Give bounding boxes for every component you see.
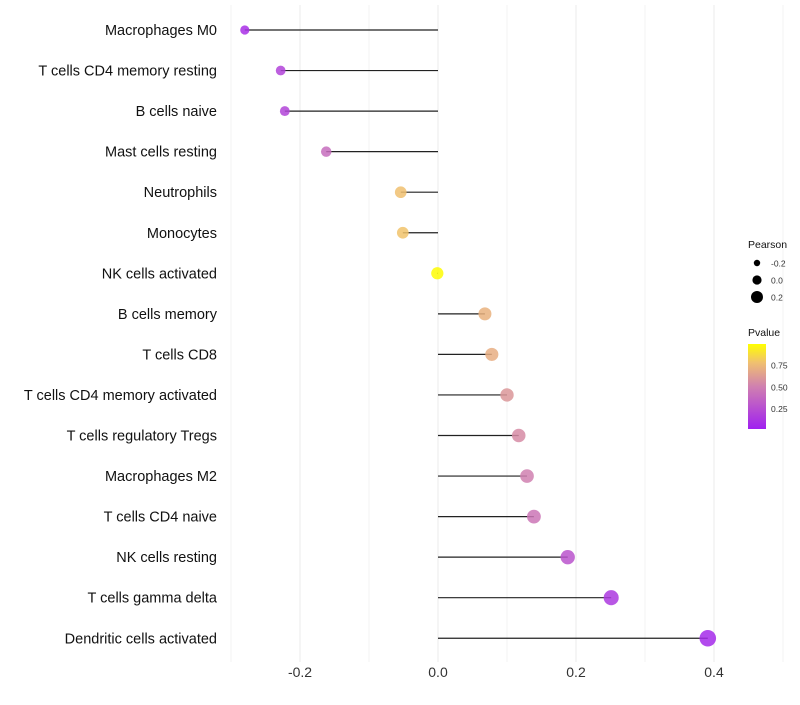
x-tick-label: 0.2 xyxy=(566,664,586,680)
lollipop-point xyxy=(603,590,619,606)
lollipop-point xyxy=(527,509,541,524)
x-tick-label: 0.4 xyxy=(704,664,724,680)
lollipop-point xyxy=(431,267,444,280)
legend-size-label: -0.2 xyxy=(771,259,786,269)
lollipop-point xyxy=(699,629,717,647)
y-tick-label: NK cells activated xyxy=(102,266,217,282)
y-tick-label: T cells gamma delta xyxy=(88,591,218,607)
lollipop-point xyxy=(240,25,250,35)
lollipop-point xyxy=(511,428,526,443)
lollipop-point xyxy=(275,65,286,76)
y-tick-label: Neutrophils xyxy=(144,185,217,201)
y-tick-label: T cells regulatory Tregs xyxy=(67,429,217,445)
y-tick-label: Macrophages M2 xyxy=(105,469,217,485)
legend-color-title: Pvalue xyxy=(748,327,780,339)
legend-color-label: 0.25 xyxy=(771,404,788,414)
lollipop-point xyxy=(396,226,409,239)
y-tick-label: Dendritic cells activated xyxy=(65,631,217,647)
lollipop-point xyxy=(394,186,407,199)
lollipop-point xyxy=(485,347,499,361)
y-tick-label: T cells CD4 memory activated xyxy=(24,388,217,404)
y-tick-label: T cells CD8 xyxy=(142,347,217,363)
legend-size-label: 0.0 xyxy=(771,276,783,286)
legend-color-label: 0.75 xyxy=(771,361,788,371)
legend-size-dot xyxy=(751,291,763,303)
y-tick-label: T cells CD4 naive xyxy=(104,510,217,526)
lollipop-point xyxy=(478,307,492,321)
y-tick-label: B cells naive xyxy=(136,104,217,120)
lollipop-point xyxy=(279,106,290,117)
lollipop-point xyxy=(500,388,514,402)
legend-size-title: Pearson xyxy=(748,239,787,251)
lollipop-point xyxy=(560,549,575,565)
y-tick-label: Mast cells resting xyxy=(105,145,217,161)
lollipop-point xyxy=(520,469,534,483)
legend-size-dot xyxy=(752,275,762,285)
legend-color-label: 0.50 xyxy=(771,382,788,392)
y-tick-label: T cells CD4 memory resting xyxy=(38,64,217,80)
legend-size-label: 0.2 xyxy=(771,293,783,303)
lollipop-point xyxy=(320,146,332,157)
y-tick-label: B cells memory xyxy=(118,307,218,323)
x-tick-label: -0.2 xyxy=(288,664,312,680)
y-tick-label: NK cells resting xyxy=(116,550,217,566)
y-tick-label: Macrophages M0 xyxy=(105,23,217,39)
x-tick-label: 0.0 xyxy=(428,664,448,680)
legend-colorbar xyxy=(748,344,766,429)
legend-size-dot xyxy=(753,259,761,267)
y-tick-label: Monocytes xyxy=(147,226,217,242)
